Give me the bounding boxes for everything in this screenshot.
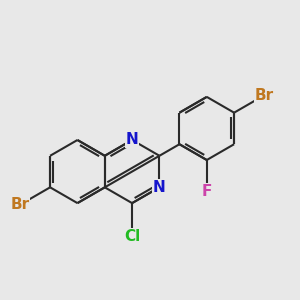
Text: F: F xyxy=(202,184,212,199)
Text: N: N xyxy=(126,133,139,148)
Text: Cl: Cl xyxy=(124,229,140,244)
Text: Br: Br xyxy=(255,88,274,103)
Text: Br: Br xyxy=(11,197,30,212)
Text: N: N xyxy=(153,180,166,195)
